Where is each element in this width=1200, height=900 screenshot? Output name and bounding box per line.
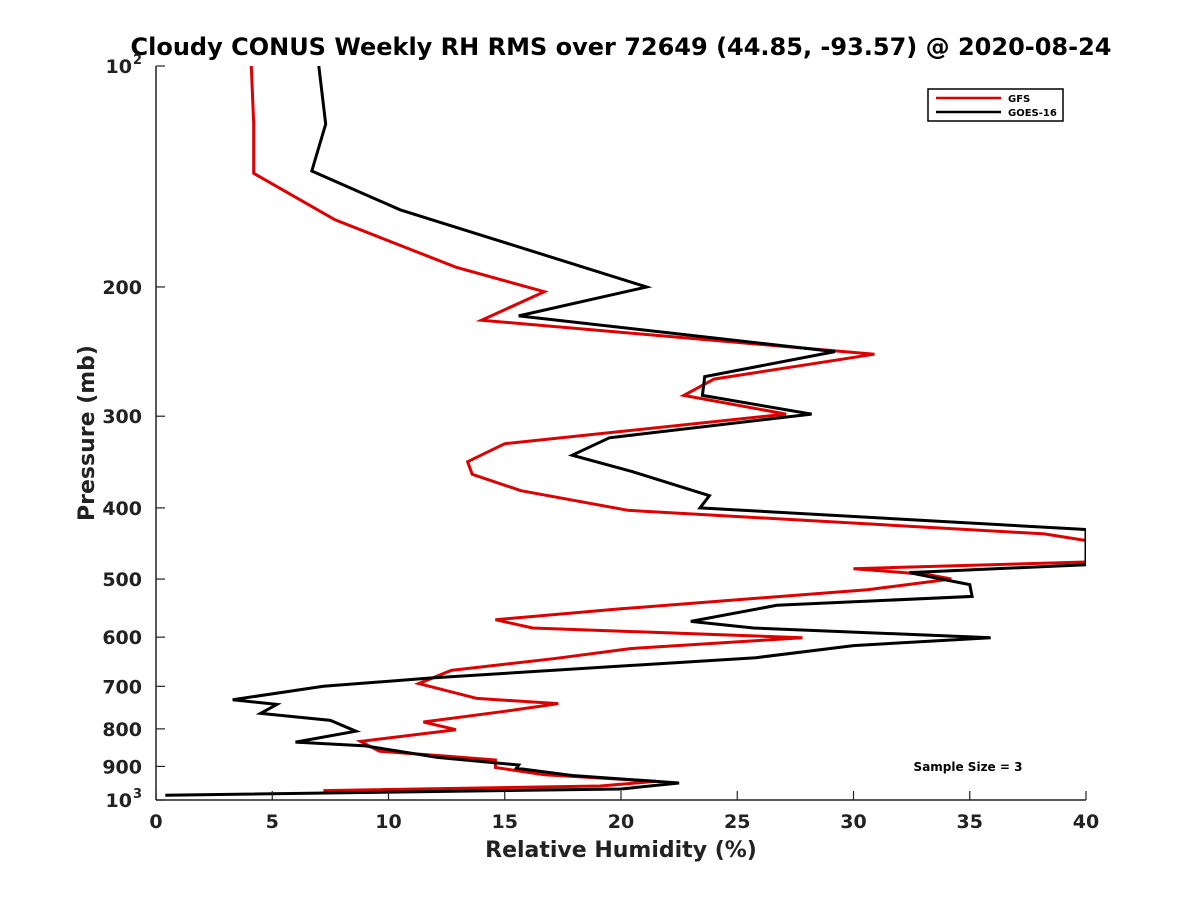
x-tick-label: 20 bbox=[608, 811, 634, 833]
y-tick-exponent: 3 bbox=[133, 787, 142, 802]
sample-size-annotation: Sample Size = 3 bbox=[914, 760, 1023, 774]
y-tick-label: 200 bbox=[102, 277, 142, 299]
y-tick-label: 500 bbox=[102, 569, 142, 591]
x-tick-label: 15 bbox=[492, 811, 518, 833]
legend-label: GFS bbox=[1008, 94, 1030, 105]
x-tick-label: 40 bbox=[1073, 811, 1099, 833]
y-tick-label: 600 bbox=[102, 627, 142, 649]
x-axis-label: Relative Humidity (%) bbox=[485, 838, 757, 863]
legend-box bbox=[927, 88, 1064, 122]
y-tick-label: 300 bbox=[102, 406, 142, 428]
x-tick-label: 5 bbox=[266, 811, 279, 833]
y-tick-label: 800 bbox=[102, 719, 142, 741]
x-tick-label: 35 bbox=[957, 811, 983, 833]
series-line-goes-16 bbox=[165, 66, 1086, 797]
y-tick-label: 10 bbox=[106, 790, 132, 812]
series-layer bbox=[165, 66, 1086, 797]
y-tick-label: 900 bbox=[102, 756, 142, 778]
chart-title: Cloudy CONUS Weekly RH RMS over 72649 (4… bbox=[131, 33, 1112, 61]
y-tick-label: 10 bbox=[106, 56, 132, 78]
y-axis-label: Pressure (mb) bbox=[75, 345, 100, 521]
legend-label: GOES-16 bbox=[1008, 108, 1057, 119]
y-tick-exponent: 2 bbox=[133, 53, 142, 68]
x-tick-label: 30 bbox=[840, 811, 866, 833]
y-tick-label: 400 bbox=[102, 498, 142, 520]
legend: GFS GOES-16 bbox=[927, 88, 1064, 122]
y-tick-label: 700 bbox=[102, 676, 142, 698]
x-tick-label: 25 bbox=[724, 811, 750, 833]
x-tick-label: 0 bbox=[149, 811, 162, 833]
x-tick-label: 10 bbox=[375, 811, 401, 833]
